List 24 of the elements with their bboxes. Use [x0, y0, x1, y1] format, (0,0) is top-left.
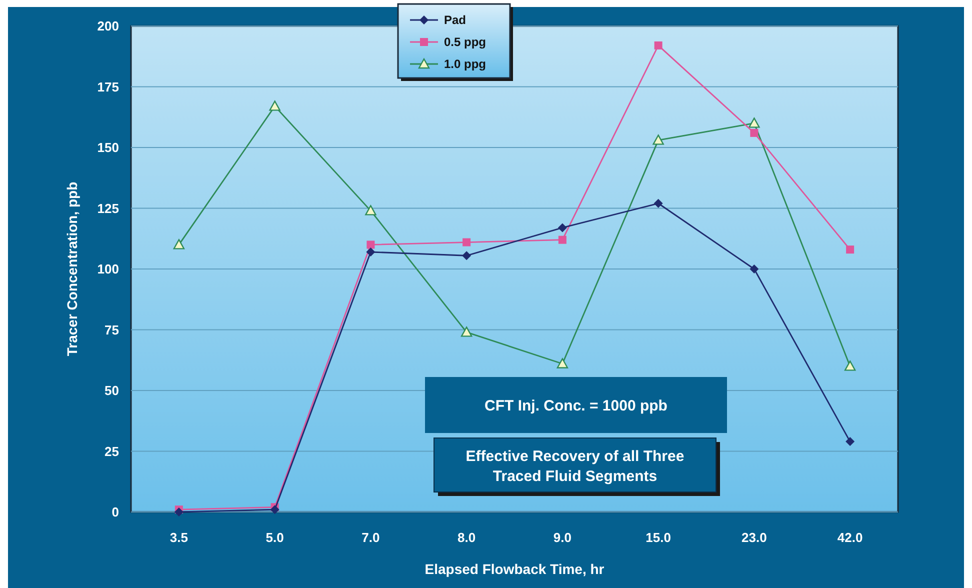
y-tick-label: 75: [104, 322, 119, 338]
x-tick-label: 7.0: [362, 530, 380, 545]
y-tick-label: 150: [97, 140, 119, 156]
annotation: CFT Inj. Conc. = 1000 ppb: [484, 397, 668, 414]
x-tick-label: 15.0: [646, 530, 671, 545]
y-tick-label: 200: [97, 18, 119, 34]
x-tick-label: 42.0: [837, 530, 863, 545]
x-tick-label: 23.0: [742, 530, 767, 545]
legend-label: Pad: [444, 13, 466, 28]
x-axis-title: Elapsed Flowback Time, hr: [424, 561, 605, 577]
x-tick-label: 8.0: [458, 530, 476, 545]
y-tick-label: 100: [97, 262, 119, 277]
annotation: Effective Recovery of all Three Traced Fluid Segments: [466, 448, 684, 485]
x-tick-label: 5.0: [266, 530, 284, 545]
y-tick-label: 0: [112, 504, 119, 520]
y-axis-title: Tracer Concentration, ppb: [64, 182, 80, 356]
y-tick-label: 25: [104, 444, 119, 459]
x-tick-label: 3.5: [170, 530, 188, 545]
x-tick-label: 9.0: [553, 530, 572, 545]
legend-label: 0.5 ppg: [444, 35, 486, 50]
y-tick-label: 50: [104, 383, 119, 398]
y-tick-label: 175: [97, 79, 119, 94]
legend-label: 1.0 ppg: [444, 57, 486, 72]
y-tick-label: 125: [97, 200, 119, 216]
